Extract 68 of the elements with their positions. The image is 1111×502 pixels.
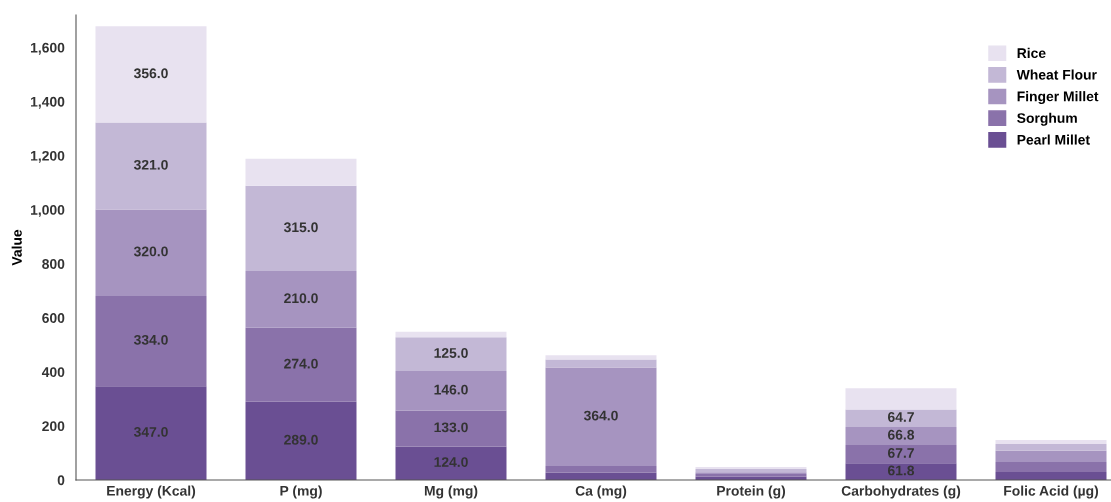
legend-label: Rice <box>1017 47 1046 59</box>
bar <box>245 158 357 186</box>
bar <box>95 122 207 210</box>
x-tick-label: Carbohydrates (g) <box>841 485 961 499</box>
bar <box>995 439 1107 445</box>
data-label: 133.0 <box>434 422 468 433</box>
data-label: 66.8 <box>887 429 915 440</box>
bar <box>95 386 207 480</box>
legend-label: Sorghum <box>1017 112 1077 126</box>
data-label: 347.0 <box>133 426 168 437</box>
y-tick-label: 800 <box>42 259 65 269</box>
y-tick-label: 200 <box>42 421 65 432</box>
bar <box>845 409 957 427</box>
data-label: 356.0 <box>133 68 168 79</box>
bar <box>95 209 207 296</box>
bar <box>245 327 357 402</box>
bar <box>695 468 807 473</box>
x-tick-label: Folic Acid (µg) <box>1004 485 1099 499</box>
bar <box>845 444 957 464</box>
bar <box>395 331 507 338</box>
x-tick-label: P (mg) <box>280 485 322 499</box>
bar <box>845 388 957 410</box>
y-axis-title: Value <box>11 229 22 266</box>
y-tick-label: 400 <box>41 367 65 378</box>
bar <box>95 295 207 387</box>
y-tick-label: 1,000 <box>31 204 65 217</box>
data-label: 315.0 <box>283 222 318 233</box>
data-label: 64.7 <box>887 412 914 422</box>
bar <box>995 461 1107 472</box>
bar <box>545 367 657 466</box>
data-label: 124.0 <box>434 457 468 467</box>
data-label: 210.0 <box>284 293 318 304</box>
data-label: 67.7 <box>887 448 914 458</box>
data-label: 321.0 <box>133 159 168 170</box>
x-tick-label: Mg (mg) <box>424 485 478 499</box>
bar <box>995 450 1107 462</box>
y-tick-label: 0 <box>57 475 65 486</box>
data-label: 146.0 <box>434 384 468 395</box>
bar <box>545 359 657 368</box>
bar <box>545 465 657 473</box>
bar <box>845 426 957 445</box>
y-tick-label: 1,400 <box>31 96 65 109</box>
data-label: 320.0 <box>133 246 168 257</box>
bar <box>95 26 207 123</box>
y-tick-label: 1,200 <box>31 150 65 163</box>
bar <box>545 355 657 360</box>
data-label: 61.8 <box>887 465 915 476</box>
data-label: 274.0 <box>284 358 318 369</box>
legend-label: Pearl Millet <box>1017 134 1090 145</box>
y-tick-label: 1,600 <box>31 42 65 55</box>
bar <box>395 337 507 372</box>
bar <box>245 401 357 480</box>
bar <box>395 446 507 480</box>
x-tick-label: Energy (Kcal) <box>107 485 196 499</box>
y-tick-label: 600 <box>42 313 65 323</box>
legend-label: Wheat Flour <box>1016 69 1097 80</box>
data-label: 125.0 <box>434 348 468 358</box>
bar <box>245 271 357 328</box>
data-label: 289.0 <box>284 434 318 445</box>
bar <box>395 371 507 411</box>
data-label: 334.0 <box>133 334 168 345</box>
bar <box>995 444 1107 451</box>
legend-label: Finger Millet <box>1017 91 1099 105</box>
data-label: 364.0 <box>583 410 618 421</box>
bar <box>395 410 507 447</box>
x-tick-label: Ca (mg) <box>575 485 627 499</box>
x-tick-label: Protein (g) <box>717 485 786 499</box>
bar <box>245 185 357 272</box>
